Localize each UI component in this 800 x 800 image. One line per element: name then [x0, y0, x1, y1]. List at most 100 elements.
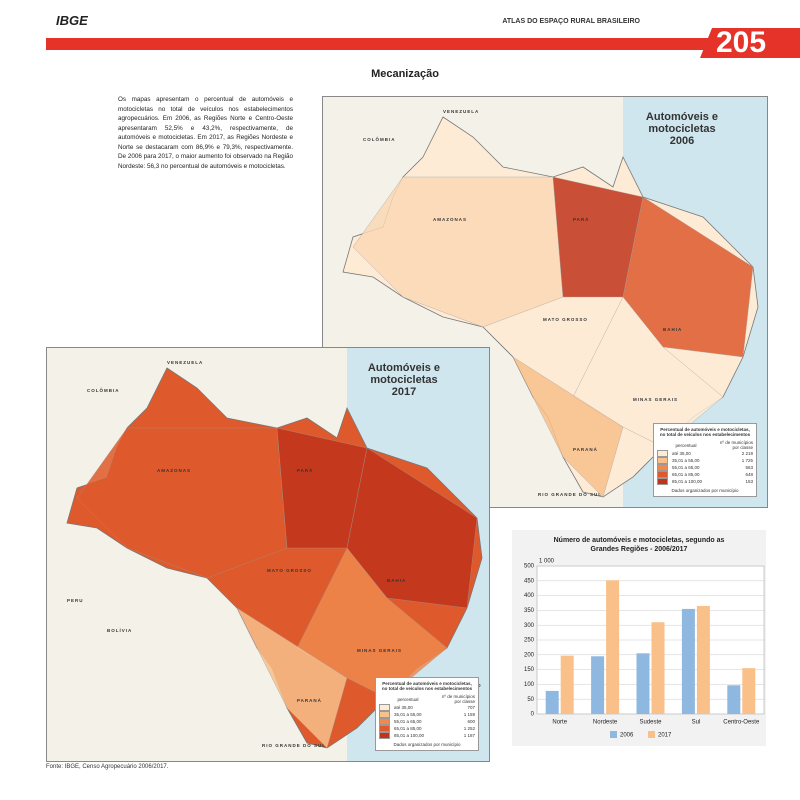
map-label: MATO GROSSO: [267, 568, 312, 573]
legend-swatch: [610, 731, 617, 738]
bar: [560, 655, 574, 714]
x-tick-label: Sudeste: [639, 720, 662, 726]
legend-count: 648: [745, 472, 753, 477]
y-tick-label: 500: [524, 564, 535, 570]
x-tick-label: Centro-Oeste: [723, 720, 760, 726]
legend-class: 65,01 a 85,00: [394, 726, 422, 731]
logo: IBGE: [56, 13, 88, 28]
legend-swatch: [648, 731, 655, 738]
map-title: Automóveis e motocicletas 2006: [637, 111, 727, 147]
legend-count: 1 187: [463, 733, 475, 738]
body-text: Os mapas apresentam o percentual de auto…: [118, 96, 293, 170]
map-title-text: Automóveis e motocicletas: [645, 111, 719, 135]
legend-count: 600: [467, 719, 475, 724]
legend-count: 153: [745, 479, 753, 484]
map-legend: Percentual de automóveis e motocicletas,…: [375, 677, 479, 751]
chart-panel: Número de automóveis e motocicletas, seg…: [512, 530, 766, 746]
map-legend: Percentual de automóveis e motocicletas,…: [653, 423, 757, 497]
bar: [727, 685, 741, 714]
legend-row: 55,01 a 65,00 563: [657, 464, 753, 471]
legend-swatch: [379, 718, 390, 725]
map-label: PARÁ: [573, 217, 590, 222]
legend-row: 65,01 a 85,00 1 252: [379, 725, 475, 732]
legend-label: 2006: [620, 733, 634, 739]
x-tick-label: Norte: [552, 720, 567, 726]
x-tick-label: Sul: [692, 720, 701, 726]
legend-class: 85,01 a 100,00: [672, 479, 703, 484]
legend-swatch: [379, 725, 390, 732]
legend-count: 2 219: [741, 451, 753, 456]
map-label: MATO GROSSO: [543, 317, 588, 322]
page-title: Mecanização: [371, 68, 439, 80]
legend-swatch: [379, 704, 390, 711]
map-2006: Automóveis e motocicletas 2006 COLÔMBIA VEN…: [322, 96, 768, 508]
bar: [651, 622, 665, 714]
y-tick-label: 150: [524, 667, 535, 673]
legend-count: 1 725: [741, 458, 753, 463]
map-label: BAHIA: [663, 327, 683, 332]
map-title-text: Automóveis e motocicletas: [367, 362, 441, 386]
legend-title: Percentual de automóveis e motocicletas,…: [381, 681, 473, 691]
bar: [591, 656, 605, 714]
legend-row: 55,01 a 65,00 600: [379, 718, 475, 725]
legend-row: 35,01 a 55,00 1 159: [379, 711, 475, 718]
legend-swatch: [657, 478, 668, 485]
map-label: BOLÍVIA: [107, 628, 133, 633]
map-shapes: [323, 97, 759, 507]
legend-swatch: [657, 464, 668, 471]
legend-swatch: [379, 711, 390, 718]
legend-label: 2017: [658, 733, 672, 739]
legend-count: 1 159: [463, 712, 475, 717]
map-label: PERU: [67, 598, 84, 603]
legend-swatch: [657, 471, 668, 478]
map-label: BAHIA: [387, 578, 407, 583]
red-band: [46, 38, 800, 50]
y-tick-label: 100: [524, 682, 535, 688]
legend-row: 35,01 a 55,00 1 725: [657, 457, 753, 464]
y-tick-label: 450: [524, 578, 535, 584]
legend-col: percentual: [675, 442, 697, 448]
page-tab: [700, 28, 800, 58]
x-tick-label: Nordeste: [593, 720, 618, 726]
y-tick-label: 50: [527, 697, 534, 703]
legend-class: 35,01 a 55,00: [672, 458, 700, 463]
legend-row: 65,01 a 85,00 648: [657, 471, 753, 478]
bar: [545, 690, 559, 714]
legend-header: percentual nº de municípios por classe: [657, 440, 753, 450]
legend-class: 55,01 a 65,00: [394, 719, 422, 724]
bar: [742, 668, 756, 714]
legend-swatch: [379, 732, 390, 739]
map-label: VENEZUELA: [443, 109, 480, 114]
legend-swatch: [657, 450, 668, 457]
y-tick-label: 250: [524, 638, 535, 644]
map-label: PARÁ: [297, 468, 314, 473]
legend-col: nº de municípios por classe: [719, 440, 753, 450]
legend-count: 563: [745, 465, 753, 470]
map-label: RIO GRANDE DO SUL: [538, 492, 603, 497]
map-label: VENEZUELA: [167, 360, 204, 365]
map-label: RIO GRANDE DO SUL: [262, 743, 327, 748]
legend-class: 35,01 a 55,00: [394, 712, 422, 717]
legend-row: até 35,00 707: [379, 704, 475, 711]
y-tick-label: 400: [524, 593, 535, 599]
region-shade: [622, 196, 754, 358]
source: Fonte: IBGE, Censo Agropecuário 2006/201…: [46, 764, 169, 770]
legend-note: Dados organizados por município: [393, 742, 461, 747]
bar: [636, 653, 650, 714]
y-axis-label: 1 000: [539, 559, 555, 565]
map-label: COLÔMBIA: [363, 137, 396, 142]
map-2017: Automóveis e motocicletas 2017 COLÔMBIA VEN…: [46, 347, 490, 762]
map-label: PARANÁ: [573, 447, 598, 452]
map-label: COLÔMBIA: [87, 388, 120, 393]
map-label: MINAS GERAIS: [357, 648, 403, 653]
legend-class: 65,01 a 85,00: [672, 472, 700, 477]
legend-class: até 35,00: [394, 705, 413, 710]
legend-note: Dados organizados por município: [671, 488, 739, 493]
legend-class: até 35,00: [672, 451, 691, 456]
legend-row: até 35,00 2 219: [657, 450, 753, 457]
legend-row: 85,01 a 100,00 153: [657, 478, 753, 485]
bar: [606, 580, 620, 714]
y-tick-label: 350: [524, 608, 535, 614]
map-label: AMAZONAS: [157, 468, 191, 473]
